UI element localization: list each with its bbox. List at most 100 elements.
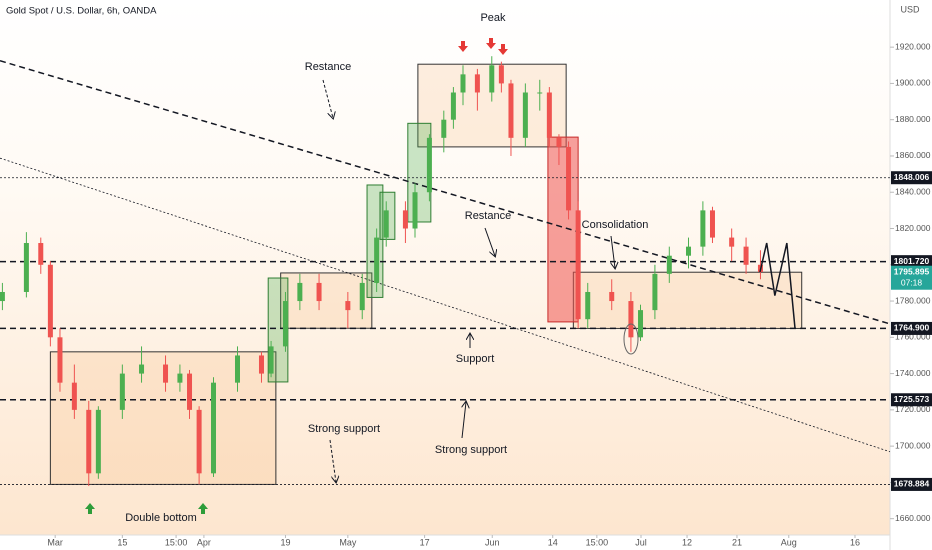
x-tick-label: 15 [117,537,127,547]
annotation: Support [456,353,495,365]
zone [572,271,803,329]
level-label: 1801.720 [894,256,930,266]
x-tick-label: May [339,537,357,547]
x-tick-label: 12 [682,537,692,547]
candle-body [187,373,193,410]
countdown: 07:18 [901,277,923,287]
candle-body [609,291,615,302]
candle-body [498,65,504,84]
candle-body [666,255,672,274]
candle-body [402,210,408,229]
candle-body [508,83,514,138]
candle-body [638,310,644,338]
x-tick-label: Apr [197,537,211,547]
candle-body [38,243,44,265]
chart-title: Gold Spot / U.S. Dollar, 6h, OANDA [6,6,157,17]
candle-body [441,119,447,138]
x-tick-label: Jun [485,537,500,547]
candle-body [426,137,432,193]
candle-body [700,210,706,247]
y-tick-label: 1700.000 [895,440,931,450]
candle-body [163,364,169,383]
candle-body [177,373,183,383]
x-tick-label: Mar [47,537,63,547]
arrow [329,439,336,482]
annotation: Double bottom [125,512,197,524]
last-price-bg [891,265,932,290]
candle-body [0,291,5,302]
peak-markers [458,38,508,55]
candle-body [71,382,77,410]
last-price: 1795.895 [894,266,930,276]
annotation: Restance [465,210,511,222]
candle-body [345,301,351,311]
annotation: Strong support [435,444,507,456]
candle-body [743,246,749,265]
candle-body [196,409,202,474]
x-tick-label: Aug [781,537,797,547]
trendline [0,60,891,325]
y-tick-label: 1740.000 [895,368,931,378]
zone [547,136,579,323]
y-tick-label: 1840.000 [895,186,931,196]
x-tick-label: 15:00 [165,537,188,547]
candle-body [709,210,715,238]
candle-body [556,137,562,147]
down-arrow [498,44,508,55]
projection-path [759,242,796,329]
level-label: 1848.006 [894,172,930,182]
level-label-bg [891,171,932,185]
y-tick-label: 1900.000 [895,78,931,88]
candle-body [23,243,29,292]
up-arrow [198,503,208,514]
time-axis [0,535,890,550]
y-tick-label: 1920.000 [895,41,931,51]
down-arrow [486,38,496,49]
x-tick-label: Jul [635,537,647,547]
trendline [0,157,891,453]
y-tick-label: 1880.000 [895,114,931,124]
y-tick-label: 1720.000 [895,404,931,414]
candle-body [729,237,735,247]
level-label-bg [891,321,932,335]
bottom-markers [85,503,208,514]
x-tick-label: 21 [732,537,742,547]
candle-body [95,409,101,474]
level-label: 1725.573 [894,394,930,404]
annotation: Strong support [308,423,380,435]
candle-body [566,146,572,211]
down-arrow [458,41,468,52]
candle-body [575,210,581,320]
candle-body [234,355,240,383]
x-tick-label: 17 [420,537,430,547]
candle-body [537,92,543,94]
candle-body [139,364,145,374]
candle-body [359,282,365,311]
arrow [484,227,495,256]
candle-body [685,246,691,256]
candle-body [297,282,303,302]
candle-body [652,273,658,311]
plot [0,56,891,487]
x-tick-label: 14 [548,537,558,547]
highlight-ellipse [623,323,639,355]
candle-body [47,264,53,338]
annotation: Peak [480,12,506,24]
level-label: 1764.900 [894,323,930,333]
candle-body [119,373,125,410]
candle-body [57,337,63,383]
y-tick-label: 1660.000 [895,513,931,523]
candle-body [383,210,389,238]
candle-body [374,237,380,283]
candle-body [412,192,418,229]
annotation: Restance [305,61,351,73]
x-tick-label: 15:00 [586,537,609,547]
candle-body [211,382,217,474]
zone [280,272,373,329]
annotation-arrows [322,79,639,482]
candle-body [489,65,495,93]
currency: USD [900,4,920,14]
candle-body [585,291,591,320]
x-tick-label: 19 [280,537,290,547]
